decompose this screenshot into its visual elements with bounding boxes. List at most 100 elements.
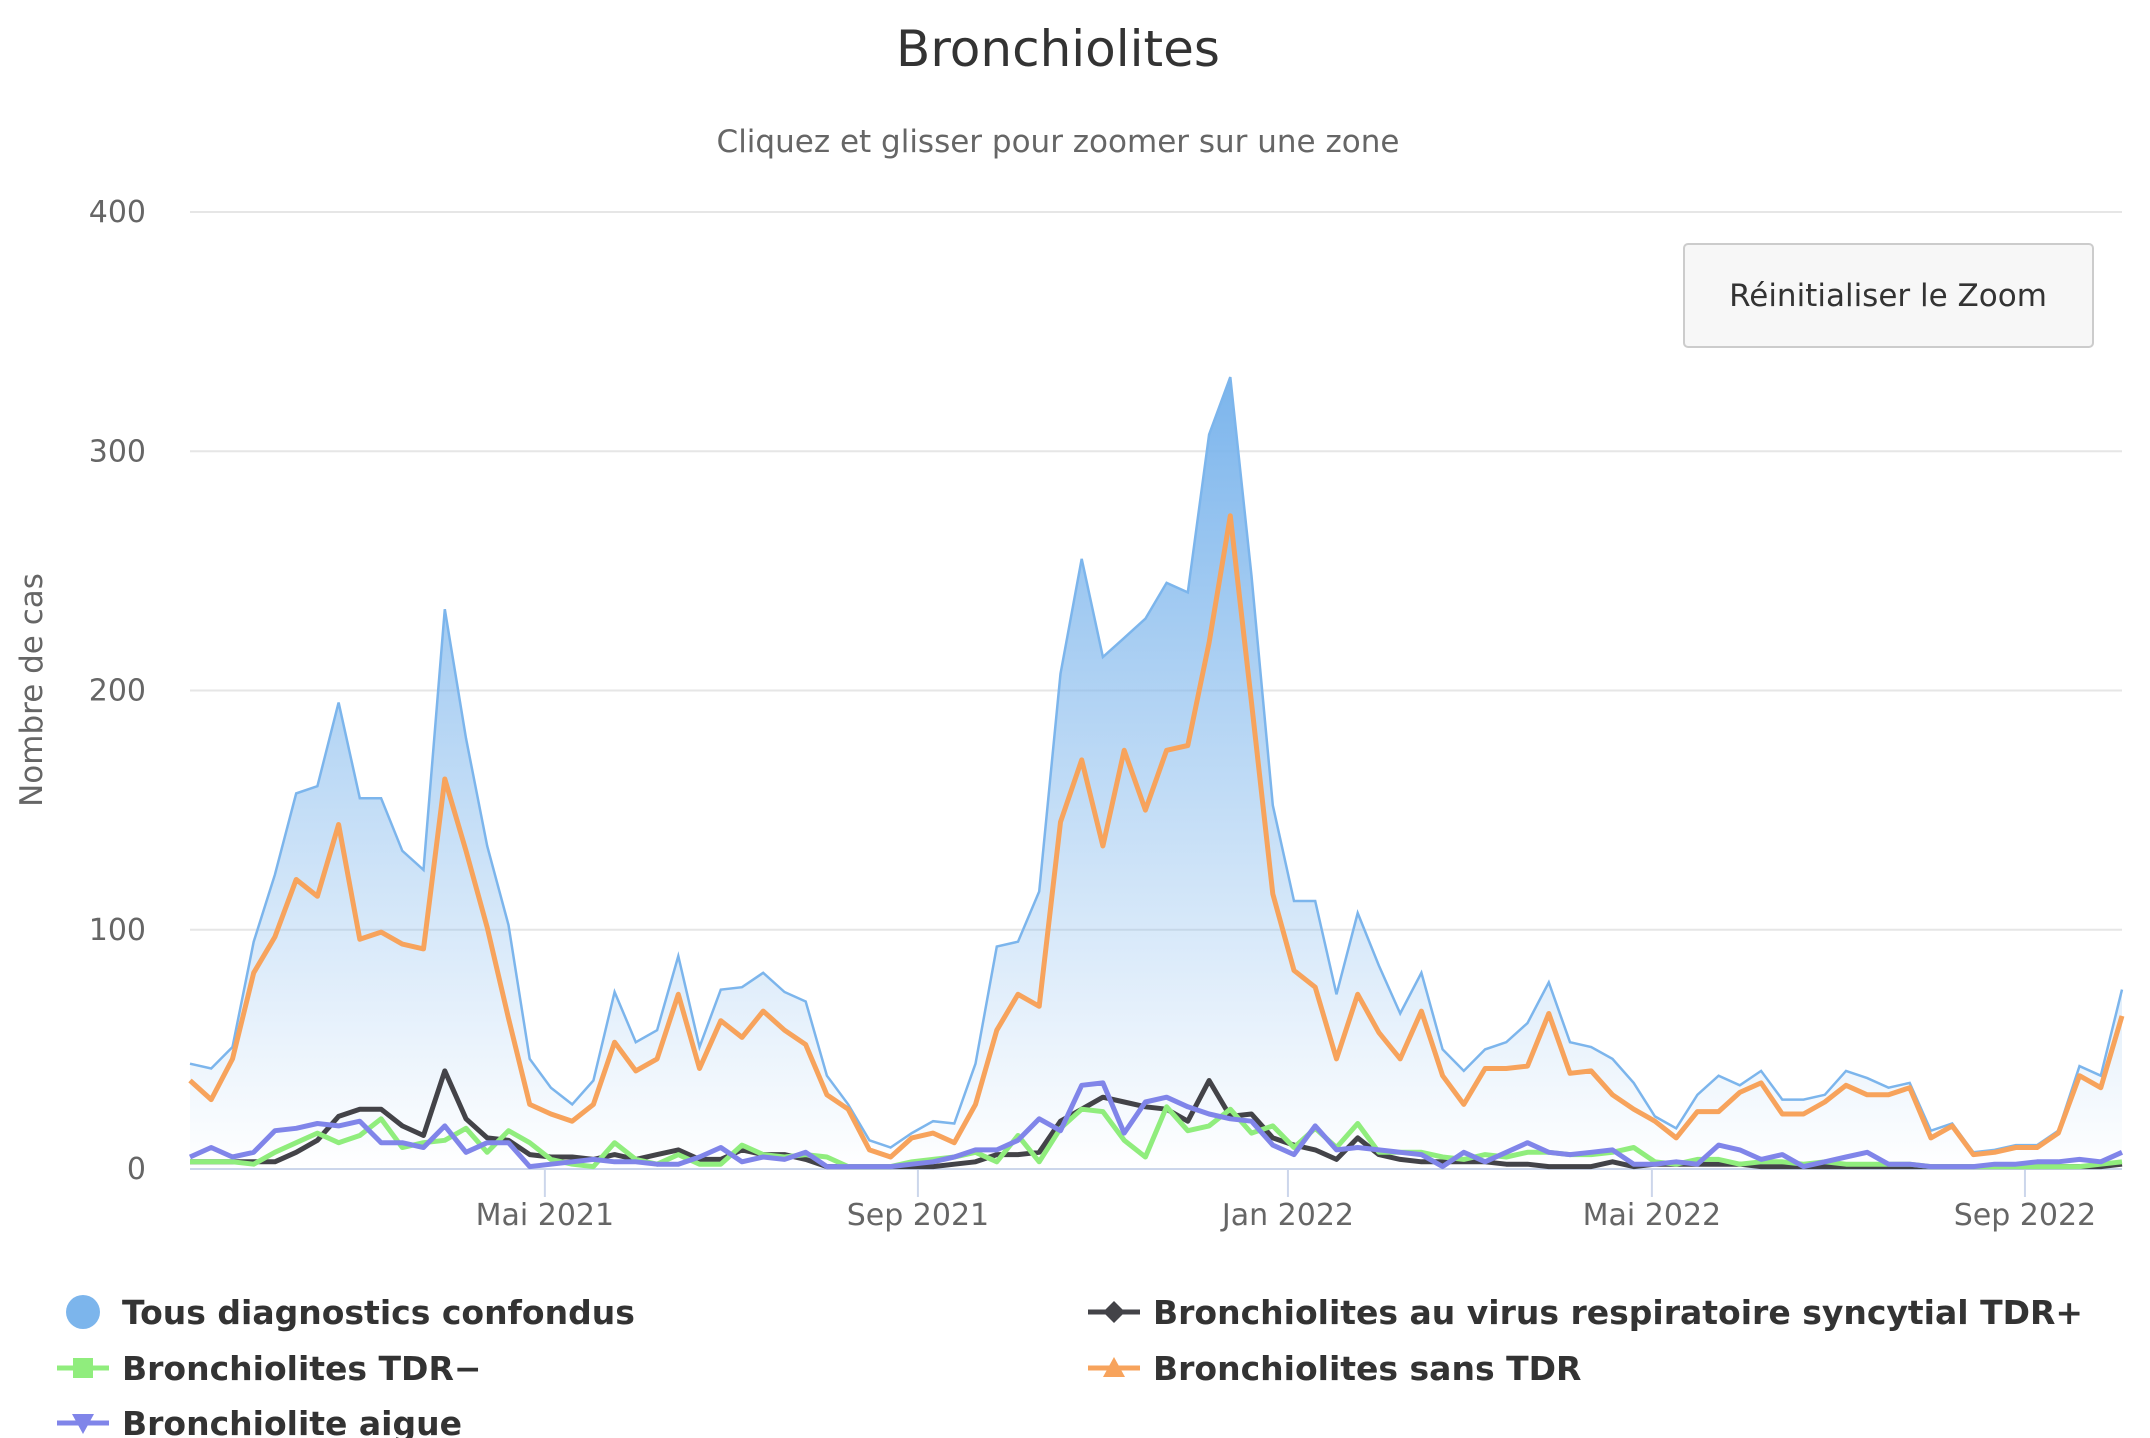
data-point[interactable] [1224, 1113, 1236, 1125]
data-point[interactable] [1012, 1134, 1024, 1146]
data-point[interactable] [1267, 1120, 1279, 1132]
data-point[interactable] [736, 1031, 748, 1043]
data-point[interactable] [184, 1074, 196, 1086]
data-point[interactable] [1373, 1144, 1385, 1156]
data-point[interactable] [1182, 586, 1194, 598]
data-point[interactable] [948, 1118, 960, 1130]
data-point[interactable] [1798, 1108, 1810, 1120]
data-point[interactable] [545, 1108, 557, 1120]
data-point[interactable] [1352, 907, 1364, 919]
data-point[interactable] [842, 1103, 854, 1115]
data-point[interactable] [757, 1005, 769, 1017]
data-point[interactable] [1309, 1120, 1321, 1132]
data-point[interactable] [1288, 895, 1300, 907]
data-point[interactable] [948, 1137, 960, 1149]
data-point[interactable] [524, 1137, 536, 1149]
data-point[interactable] [1904, 1082, 1916, 1094]
data-point[interactable] [1076, 754, 1088, 766]
data-point[interactable] [566, 1115, 578, 1127]
data-point[interactable] [1628, 1077, 1640, 1089]
data-point[interactable] [1118, 1096, 1130, 1108]
data-point[interactable] [970, 1058, 982, 1070]
data-point[interactable] [439, 1065, 451, 1077]
data-point[interactable] [1734, 1158, 1746, 1170]
data-point[interactable] [1203, 1120, 1215, 1132]
data-point[interactable] [396, 845, 408, 857]
data-point[interactable] [821, 1089, 833, 1101]
data-point[interactable] [2010, 1158, 2022, 1170]
data-point[interactable] [460, 732, 472, 744]
data-point[interactable] [800, 996, 812, 1008]
data-point[interactable] [1033, 1113, 1045, 1125]
data-point[interactable] [1819, 1156, 1831, 1168]
data-point[interactable] [1734, 1144, 1746, 1156]
data-point[interactable] [1776, 1149, 1788, 1161]
data-point[interactable] [1415, 1149, 1427, 1161]
data-point[interactable] [927, 1156, 939, 1168]
data-point[interactable] [991, 1024, 1003, 1036]
data-point[interactable] [1246, 696, 1258, 708]
data-point[interactable] [587, 1153, 599, 1165]
data-point[interactable] [226, 1151, 238, 1163]
data-point[interactable] [333, 1120, 345, 1132]
data-point[interactable] [1564, 1149, 1576, 1161]
data-point[interactable] [269, 1146, 281, 1158]
data-point[interactable] [1925, 1161, 1937, 1173]
data-point[interactable] [1182, 1101, 1194, 1113]
data-point[interactable] [290, 874, 302, 886]
data-point[interactable] [1564, 1036, 1576, 1048]
data-point[interactable] [1054, 1125, 1066, 1137]
data-point[interactable] [566, 1156, 578, 1168]
data-point[interactable] [1479, 1063, 1491, 1075]
legend-item-bronchiolites-tdr[interactable]: Bronchiolites TDR− [57, 1349, 482, 1388]
data-point[interactable] [1755, 1077, 1767, 1089]
data-point[interactable] [1776, 1108, 1788, 1120]
data-point[interactable] [205, 1063, 217, 1075]
data-point[interactable] [948, 1151, 960, 1163]
data-point[interactable] [1543, 976, 1555, 988]
data-point[interactable] [1628, 1141, 1640, 1153]
data-point[interactable] [333, 696, 345, 708]
data-point[interactable] [991, 1144, 1003, 1156]
data-point[interactable] [1203, 1074, 1215, 1086]
data-point[interactable] [2052, 1127, 2064, 1139]
data-point[interactable] [1479, 1043, 1491, 1055]
data-point[interactable] [1288, 964, 1300, 976]
data-point[interactable] [1543, 1146, 1555, 1158]
legend-item-bronchiolites-sans-tdr[interactable]: Bronchiolites sans TDR [1088, 1349, 1581, 1388]
data-point[interactable] [630, 1036, 642, 1048]
data-point[interactable] [1437, 1070, 1449, 1082]
data-point[interactable] [1564, 1161, 1576, 1173]
data-point[interactable] [1076, 1103, 1088, 1115]
data-point[interactable] [1564, 1067, 1576, 1079]
data-point[interactable] [2031, 1141, 2043, 1153]
series-bronchiolite-aigue[interactable] [184, 1077, 2128, 1173]
data-point[interactable] [1330, 1144, 1342, 1156]
data-point[interactable] [1840, 1151, 1852, 1163]
legend-item-tous-diagnostics-confondus[interactable]: Tous diagnostics confondus [66, 1293, 635, 1332]
data-point[interactable] [1691, 1158, 1703, 1170]
data-point[interactable] [885, 1161, 897, 1173]
data-point[interactable] [1798, 1161, 1810, 1173]
data-point[interactable] [460, 845, 472, 857]
data-point[interactable] [524, 1098, 536, 1110]
data-point[interactable] [396, 1137, 408, 1149]
data-point[interactable] [354, 933, 366, 945]
data-point[interactable] [1925, 1132, 1937, 1144]
data-point[interactable] [927, 1115, 939, 1127]
data-point[interactable] [439, 1120, 451, 1132]
reset-zoom-button[interactable]: Réinitialiser le Zoom [1683, 243, 2094, 348]
data-point[interactable] [2074, 1070, 2086, 1082]
data-point[interactable] [248, 967, 260, 979]
data-point[interactable] [715, 1015, 727, 1027]
data-point[interactable] [1161, 577, 1173, 589]
data-point[interactable] [439, 1134, 451, 1146]
data-point[interactable] [1415, 1005, 1427, 1017]
data-point[interactable] [1182, 740, 1194, 752]
plot-area[interactable] [184, 371, 2128, 1173]
data-point[interactable] [1522, 1017, 1534, 1029]
data-point[interactable] [1500, 1146, 1512, 1158]
data-point[interactable] [1670, 1156, 1682, 1168]
data-point[interactable] [1946, 1161, 1958, 1173]
data-point[interactable] [1097, 1106, 1109, 1118]
